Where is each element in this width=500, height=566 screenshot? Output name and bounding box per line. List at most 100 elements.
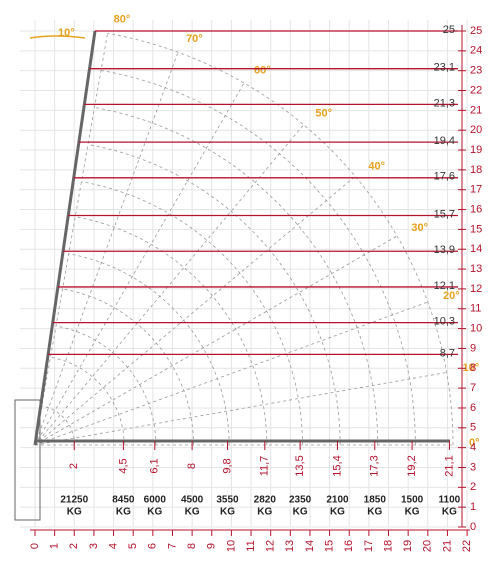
reach-arc — [107, 32, 454, 446]
load-unit: KG — [220, 507, 235, 518]
load-label: 2820 — [254, 495, 277, 506]
load-unit: KG — [367, 507, 382, 518]
load-label: 1850 — [364, 495, 387, 506]
x-tick-label: 13 — [284, 540, 296, 552]
y-tick-label: 25 — [470, 25, 482, 37]
height-label: 10,3 — [434, 316, 455, 328]
y-tick-label: 18 — [470, 164, 482, 176]
y-tick-label: 15 — [470, 223, 482, 235]
height-label: 23,1 — [434, 62, 455, 74]
y-tick-label: 7 — [470, 382, 476, 394]
y-tick-label: 5 — [470, 422, 476, 434]
x-tick-label: 3 — [88, 543, 100, 549]
angle-line — [34, 301, 428, 446]
x-tick-label: 20 — [422, 540, 434, 552]
angle-label: 50° — [315, 108, 332, 120]
reach-arc — [94, 107, 379, 446]
load-unit: KG — [330, 507, 345, 518]
y-tick-label: 21 — [470, 104, 482, 116]
y-tick-label: 10 — [470, 323, 482, 335]
angle-label: 30° — [411, 222, 428, 234]
angle-label: 0° — [469, 437, 480, 449]
load-label: 8450 — [112, 495, 135, 506]
height-label: 8,7 — [440, 347, 455, 359]
angle-line — [34, 33, 108, 446]
x-tick-label: 18 — [382, 540, 394, 552]
reach-label: 9,8 — [221, 458, 233, 473]
height-label: 12,1 — [434, 280, 455, 292]
angle-label: 40° — [368, 161, 385, 173]
reach-arc — [75, 216, 268, 446]
reach-label: 6,1 — [149, 458, 161, 473]
height-label: 13,9 — [434, 244, 455, 256]
load-label: 1500 — [401, 495, 424, 506]
x-tick-label: 1 — [49, 543, 61, 549]
x-tick-label: 17 — [363, 540, 375, 552]
reach-arc — [68, 253, 230, 446]
x-tick-label: 10 — [225, 540, 237, 552]
height-label: 17,6 — [434, 171, 455, 183]
load-unit: KG — [116, 507, 131, 518]
x-tick-label: 4 — [107, 543, 119, 549]
boom — [33, 30, 97, 446]
height-label: 21,3 — [434, 97, 455, 109]
load-label: 2350 — [289, 495, 312, 506]
reach-arc — [50, 356, 125, 446]
x-tick-label: 2 — [68, 543, 80, 549]
x-tick-label: 6 — [147, 543, 159, 549]
crane-base — [14, 399, 41, 521]
reach-label: 8 — [186, 463, 198, 469]
angle-label: 70° — [186, 33, 203, 45]
height-label: 19,4 — [434, 135, 455, 147]
y-tick-label: 3 — [470, 461, 476, 473]
x-tick-label: 11 — [245, 540, 257, 551]
x-tick-label: 9 — [206, 543, 218, 549]
load-unit: KG — [67, 507, 82, 518]
x-tick-label: 21 — [441, 540, 453, 552]
y-tick-label: 19 — [470, 144, 482, 156]
reach-label: 19,2 — [406, 455, 418, 476]
y-tick-label: 14 — [470, 243, 482, 255]
height-label: 25 — [443, 24, 455, 36]
x-tick-label: 16 — [343, 540, 355, 552]
boom-arrow — [29, 35, 86, 39]
y-tick-label: 8 — [470, 362, 476, 374]
load-label: 2100 — [326, 495, 349, 506]
angle-label: 60° — [254, 65, 271, 77]
height-label: 15,7 — [434, 208, 455, 220]
reach-label: 4,5 — [117, 458, 129, 473]
y-tick-label: 9 — [470, 342, 476, 354]
x-tick-label: 7 — [166, 543, 178, 549]
reach-label: 17,3 — [369, 455, 381, 476]
angle-label: 80° — [114, 13, 131, 25]
y-tick-label: 17 — [470, 184, 482, 196]
angle-line — [34, 176, 356, 446]
x-tick-label: 0 — [29, 543, 41, 549]
x-tick-label: 22 — [461, 540, 473, 552]
angle-label: 10° — [58, 27, 75, 39]
y-tick-label: 22 — [470, 84, 482, 96]
y-tick-label: 13 — [470, 263, 482, 275]
y-tick-label: 1 — [470, 501, 476, 513]
reach-arc — [87, 144, 341, 446]
y-tick-label: 24 — [470, 45, 482, 57]
reach-label: 21,1 — [443, 455, 455, 476]
reach-label: 15,4 — [331, 455, 343, 476]
reach-arc — [100, 70, 416, 446]
x-tick-label: 19 — [402, 540, 414, 552]
load-unit: KG — [185, 507, 200, 518]
x-tick-label: 5 — [127, 543, 139, 549]
reach-label: 2 — [68, 463, 80, 469]
angle-label: 20° — [443, 290, 460, 302]
angle-line — [34, 52, 179, 446]
load-unit: KG — [293, 507, 308, 518]
y-tick-label: 12 — [470, 283, 482, 295]
load-unit: KG — [405, 507, 420, 518]
y-tick-label: 23 — [470, 65, 482, 77]
load-label: 1100 — [439, 495, 461, 506]
x-tick-label: 12 — [265, 540, 277, 552]
x-tick-label: 8 — [186, 543, 198, 549]
reach-arc — [81, 181, 303, 446]
x-tick-label: 14 — [304, 540, 316, 552]
reach-label: 13,5 — [294, 455, 306, 476]
